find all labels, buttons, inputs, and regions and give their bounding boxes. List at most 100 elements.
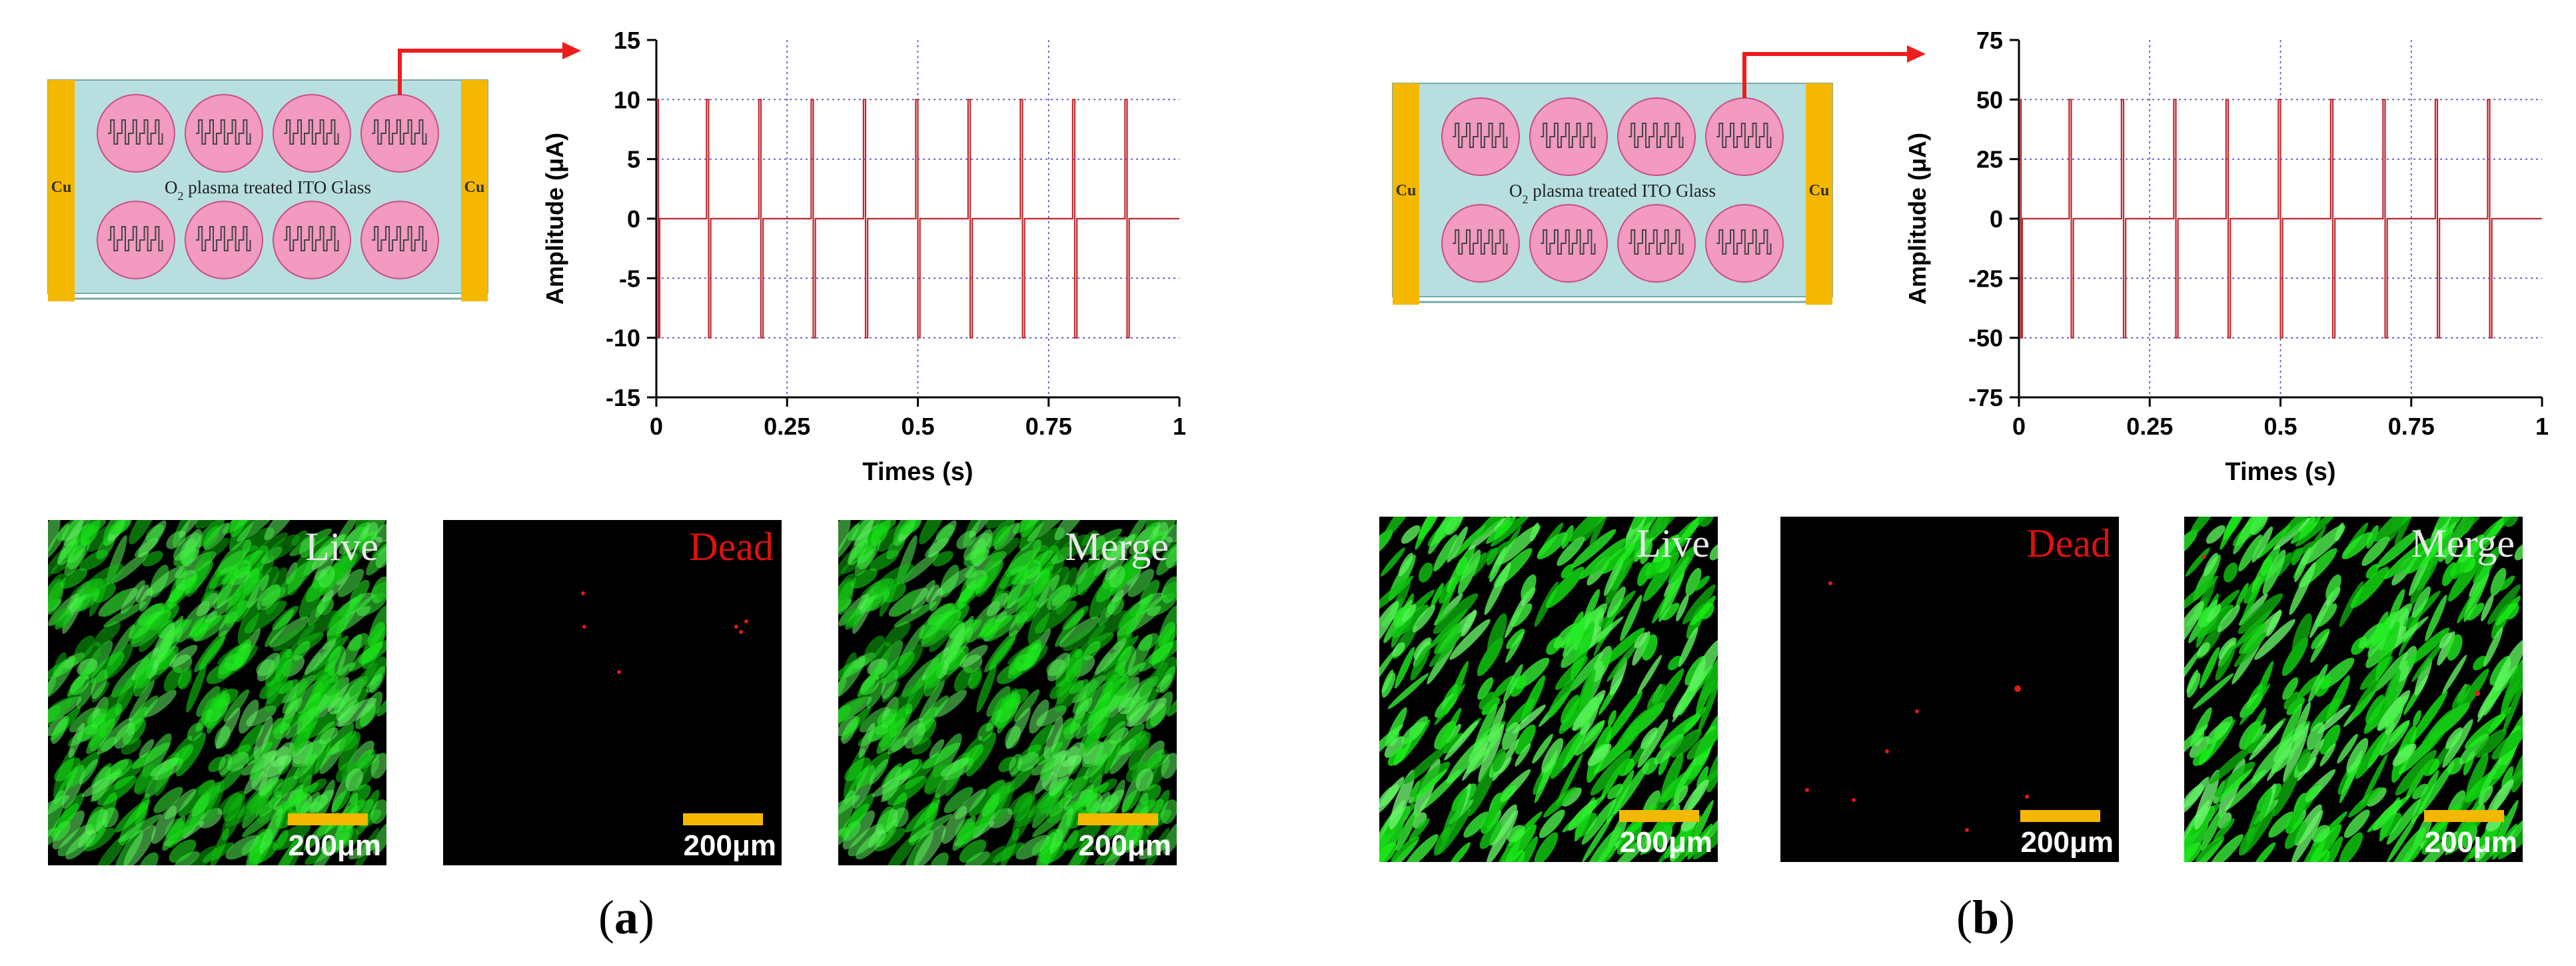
dead-cells: [581, 591, 748, 674]
y-tick-label: -5: [619, 265, 640, 292]
scale-label: 200μm: [2020, 826, 2114, 859]
scale-bar: [2020, 810, 2100, 822]
cu-electrode-left: [1393, 83, 1419, 305]
y-tick-label: 25: [1976, 146, 2003, 173]
y-tick-label: 75: [1976, 27, 2003, 54]
culture-well: [1617, 204, 1696, 283]
electrode-pattern: [1541, 123, 1596, 148]
dead-cells: [1805, 581, 2029, 832]
culture-well: [1441, 204, 1520, 283]
dead-title: Dead: [689, 525, 774, 569]
waveform-series: [2019, 99, 2542, 339]
scale-bar: [288, 813, 368, 825]
y-tick-label: -75: [1968, 384, 2003, 411]
dead-title: Dead: [2026, 521, 2111, 565]
live-title: Live: [1636, 521, 1710, 565]
electrode-pattern: [1453, 123, 1508, 148]
panel-a: Cu Cu O2 plasma treated ITO Glass -15 -10 -5…: [47, 27, 1186, 944]
panel-label-b: (b): [1956, 891, 2015, 944]
cu-label-left: Cu: [51, 179, 72, 196]
y-axis-label: Amplitude (μA): [541, 133, 568, 305]
merge-title: Merge: [1065, 525, 1169, 569]
scale-bar: [683, 813, 763, 825]
live-image: Live 200μm: [48, 520, 386, 865]
culture-well: [185, 201, 263, 279]
ito-glass-diagram: Cu Cu O2 plasma treated ITO Glass: [47, 42, 581, 301]
x-tick-label: 1: [2535, 413, 2549, 440]
culture-well: [1617, 97, 1696, 176]
electrode-pattern: [372, 119, 427, 145]
scale-label: 200μm: [2424, 826, 2517, 859]
x-tick-label: 0.25: [764, 413, 810, 440]
panel-label-a: (a): [598, 891, 654, 944]
cell-texture: [838, 520, 1177, 865]
electrode-pattern: [196, 119, 251, 145]
cu-electrode-right: [461, 80, 488, 301]
scale-bar: [2424, 810, 2504, 822]
culture-well: [1529, 204, 1608, 283]
y-tick-label: -25: [1968, 265, 2003, 292]
electrode-pattern: [1541, 229, 1596, 255]
merge-title: Merge: [2411, 521, 2515, 565]
culture-well: [360, 201, 439, 279]
panel-b: Cu Cu O2 plasma treated ITO Glass -75 -50 -2…: [1333, 0, 2576, 966]
diagram-group: Cu Cu O2 plasma treated ITO Glass: [47, 42, 581, 301]
dead-image: Dead 200μm: [443, 520, 782, 865]
arrow-head-icon: [562, 42, 581, 59]
x-tick-label: 0.75: [2388, 413, 2435, 440]
amplitude-chart: -75 -50 -25 0 25 50 75 0 0.25 0.5 0.75 1 Times (s) Am…: [1904, 27, 2549, 486]
electrode-pattern: [284, 226, 339, 251]
arrow-line: [1742, 52, 1909, 98]
electrode-pattern: [1628, 123, 1684, 148]
scale-label: 200μm: [288, 829, 381, 862]
electrode-pattern: [196, 226, 251, 251]
culture-well: [273, 201, 351, 279]
y-tick-label: -10: [606, 325, 640, 352]
y-tick-label: 0: [1990, 205, 2003, 233]
merge-image: Merge 200μm: [2184, 517, 2523, 862]
cu-electrode-left: [48, 80, 75, 301]
culture-well: [360, 94, 439, 173]
cell-texture: [1379, 517, 1718, 862]
culture-well: [97, 94, 175, 173]
scale-label: 200μm: [683, 829, 776, 862]
electrode-pattern: [1453, 229, 1508, 255]
x-tick-label: 1: [1173, 413, 1186, 440]
scale-label: 200μm: [1078, 829, 1171, 862]
arrow-line: [398, 49, 564, 95]
y-tick-label: 10: [614, 86, 640, 113]
culture-well: [1441, 97, 1520, 176]
culture-well: [97, 201, 175, 279]
cu-electrode-right: [1806, 83, 1832, 305]
culture-well: [1529, 97, 1608, 176]
waveform-series: [656, 99, 1179, 339]
y-tick-label: -15: [606, 384, 640, 411]
y-tick-label: -50: [1968, 325, 2003, 352]
x-tick-label: 0: [650, 413, 663, 440]
merge-image: Merge 200μm: [838, 520, 1177, 865]
amplitude-chart: -15 -10 -5 0 5 10 15 0 0.25 0.5 0.75 1 Times (s) Ampl…: [541, 27, 1186, 486]
live-title: Live: [305, 525, 378, 569]
electrode-pattern: [284, 119, 339, 145]
scale-bar: [1078, 813, 1158, 825]
culture-well: [185, 94, 263, 173]
culture-well: [273, 94, 351, 173]
ito-glass-diagram: Cu Cu O2 plasma treated ITO Glass: [1392, 45, 1926, 305]
cu-label-right: Cu: [1809, 182, 1830, 199]
y-tick-label: 5: [627, 146, 640, 173]
electrode-pattern: [108, 226, 163, 251]
live-image: Live 200μm: [1379, 517, 1718, 862]
x-tick-label: 0.5: [901, 413, 934, 440]
arrow-head-icon: [1907, 45, 1926, 63]
x-tick-label: 0.25: [2126, 413, 2173, 440]
cu-label-left: Cu: [1396, 182, 1417, 199]
scale-label: 200μm: [1619, 826, 1712, 859]
y-tick-label: 50: [1976, 86, 2003, 113]
glass-label: O2 plasma treated ITO Glass: [1509, 181, 1716, 206]
electrode-pattern: [108, 119, 163, 145]
dead-image: Dead 200μm: [1780, 517, 2119, 862]
x-tick-label: 0: [2012, 413, 2026, 440]
electrode-pattern: [1716, 123, 1772, 148]
y-axis-label: Amplitude (μA): [1904, 133, 1931, 305]
y-tick-label: 0: [627, 205, 640, 233]
